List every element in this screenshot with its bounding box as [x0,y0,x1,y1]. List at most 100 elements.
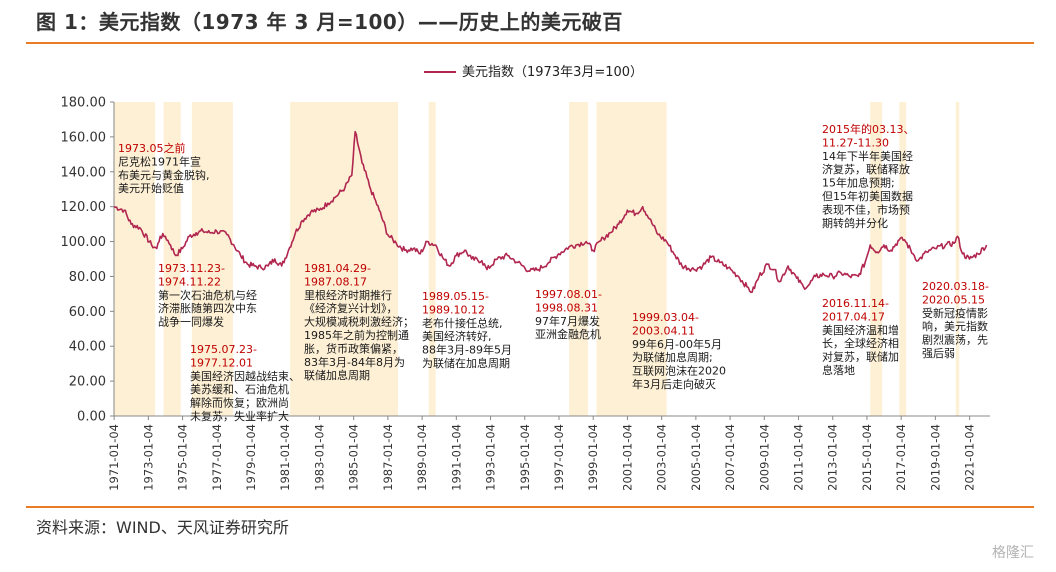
y-tick-label: 0.00 [77,410,106,425]
x-tick-label: 1987-01-04 [381,424,395,491]
x-tick-label: 2005-01-04 [689,424,703,491]
x-tick-label: 2013-01-04 [826,424,840,491]
annotation-date: 2020.03.18- [922,280,989,293]
x-tick-label: 1997-01-04 [552,424,566,491]
x-tick-label: 1979-01-04 [244,424,258,491]
x-tick-label: 1983-01-04 [312,424,326,491]
annotation-text: 《经济复兴计划》， [304,301,398,315]
annotation-text: 长，全球经济相 [822,336,899,350]
watermark: 格隆汇 [992,545,1034,561]
annotation-text: 联储加息周期 [304,368,370,382]
y-tick-label: 100.00 [61,235,107,250]
title-divider [26,42,1034,44]
y-tick-label: 80.00 [69,270,106,285]
x-tick-label: 2021-01-04 [963,424,977,491]
legend-label: 美元指数（1973年3月=100） [462,65,643,80]
annotation-date: 2017.04.17 [822,310,885,323]
x-tick-label: 2011-01-04 [792,424,806,491]
annotation-date: 1974.11.22 [158,275,221,288]
annotation-date: 1973.05之前 [118,141,186,155]
annotation-date: 2016.11.14- [822,297,889,310]
annotation-text: 布美元与黄金脱钩, [118,168,210,182]
annotation-date: 2003.04.11 [632,324,695,337]
highlight-band [290,102,399,416]
x-tick-label: 2009-01-04 [757,424,771,491]
annotation-text: 97年7月爆发 [535,314,600,328]
annotation-text: 美国经济温和增 [822,323,899,337]
highlight-band [163,102,181,416]
annotation-date: 1997.08.01- [535,288,602,301]
annotation-text: 对复苏，联储加 [822,350,899,364]
highlight-band [899,102,907,416]
x-tick-label: 2001-01-04 [620,424,634,491]
annotation-date: 1998.08.31 [535,301,598,314]
annotation-text: 亚洲金融危机 [535,327,601,341]
annotation-text: 受新冠疫情影 [922,306,988,320]
annotation-text: 期转鸽并分化 [822,216,888,230]
highlight-bands [114,102,960,416]
axes: 0.00 20.00 40.00 60.00 80.00 100.00 120.00 140.… [61,96,990,491]
annotation-date: 1973.11.23- [158,262,225,275]
annotation-date: 2015年的03.13、 [822,122,915,136]
highlight-band [870,102,883,416]
y-tick-label: 160.00 [61,130,107,145]
highlight-band [569,102,588,416]
highlight-band [428,102,436,416]
x-tick-label: 2015-01-04 [860,424,874,491]
y-tick-label: 140.00 [61,165,107,180]
annotation-text: 尼克松1971年宣 [118,154,201,168]
y-tick-label: 120.00 [61,200,107,215]
annotation-text: 战争一同爆发 [158,315,224,329]
annotation-date: 1989.10.12 [422,303,485,316]
annotation-text: 济滞胀随第四次中东 [158,301,257,315]
annotation-date: 1989.05.15- [422,290,489,303]
annotation-date: 1975.07.23- [190,343,257,356]
annotation-text: 15年加息预期; [822,176,895,190]
series-line [113,130,988,294]
annotation-text: 表现不佳，市场预 [822,202,910,216]
annotation-text: 胀，货币政策偏紧， [304,341,403,355]
annotation-text: 解除而恢复；欧洲尚 [190,396,289,410]
x-tick-label: 1977-01-04 [210,424,224,491]
highlight-band [114,102,156,416]
annotation-date: 1999.03.04- [632,311,699,324]
highlight-band [955,102,960,416]
annotation-text: 息落地 [822,363,855,377]
annotation-date: 1987.08.17 [304,275,367,288]
x-tick-label: 1985-01-04 [347,424,361,491]
x-tick-label: 1993-01-04 [484,424,498,491]
annotation-text: 响，美元指数 [922,319,988,333]
x-tick-label: 2017-01-04 [894,424,908,491]
annotation-text: 未复苏，失业率扩大 [190,409,289,423]
x-tick-label: 1975-01-04 [176,424,190,491]
annotation-text: 88年3月-89年5月 [422,343,512,357]
y-tick-label: 180.00 [61,96,107,111]
annotation-text: 14年下半年美国经 [822,149,913,163]
x-tick-label: 1995-01-04 [518,424,532,491]
y-tick-label: 40.00 [69,340,106,355]
annotation-date: 1981.04.29- [304,262,371,275]
y-tick-label: 20.00 [69,375,106,390]
series-layer [113,130,988,294]
x-tick-label: 2003-01-04 [655,424,669,491]
annotation-text: 剧烈震荡，先 [922,333,988,347]
x-tick-label: 1999-01-04 [586,424,600,491]
annotation-text: 美国经济因越战结束、 [190,369,300,383]
annotation-date: 2020.05.15 [922,293,985,306]
page-title: 图 1：美元指数（1973 年 3 月=100）——历史上的美元破百 [36,10,623,34]
annotation-text: 第一次石油危机与经 [158,288,257,302]
highlight-band [191,102,233,416]
annotation-text: 99年6月-00年5月 [632,337,722,351]
x-tick-label: 1991-01-04 [449,424,463,491]
annotation-text: 济复苏，联储释放 [822,162,910,176]
x-tick-label: 1989-01-04 [415,424,429,491]
annotation-text: 年3月后走向破灭 [632,377,716,391]
annotation-text: 美苏缓和、石油危机 [190,382,289,396]
x-tick-label: 2007-01-04 [723,424,737,491]
footer-divider [26,506,1034,508]
source-note: 资料来源：WIND、天风证券研究所 [36,518,289,537]
legend: 美元指数（1973年3月=100） [424,65,643,80]
highlight-band [596,102,667,416]
